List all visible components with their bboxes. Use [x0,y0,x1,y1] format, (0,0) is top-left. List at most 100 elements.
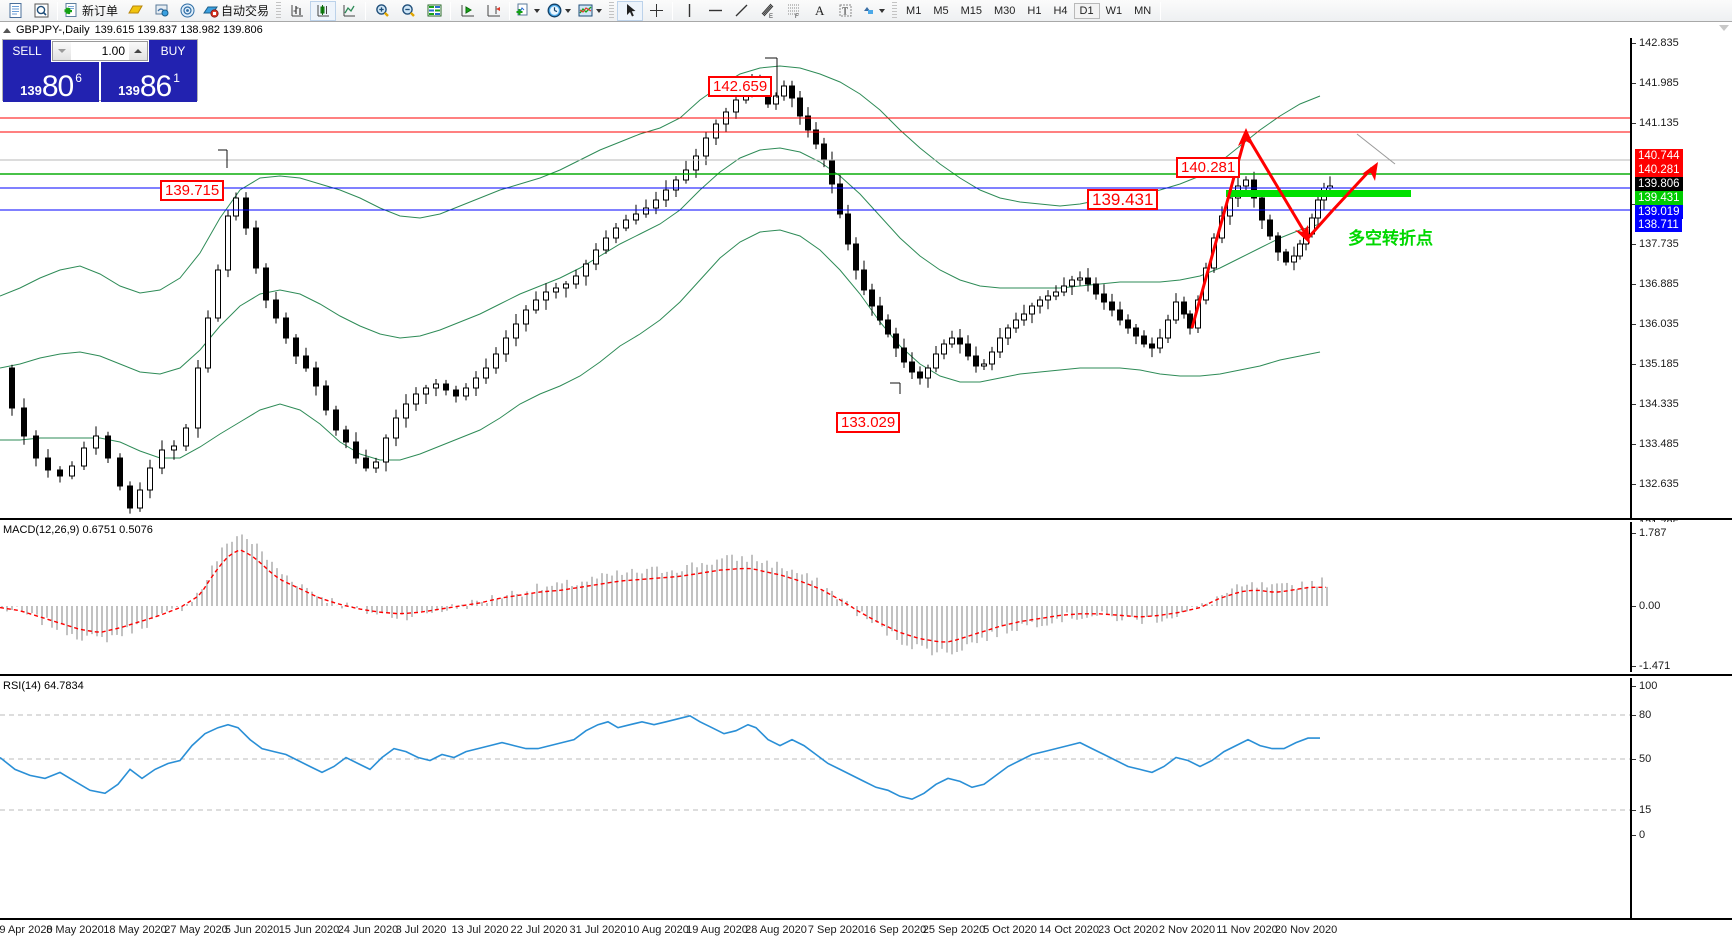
price-tag-139715[interactable]: 139.715 [160,180,225,201]
timeframe-w1[interactable]: W1 [1105,4,1123,17]
equidistant-channel-icon[interactable]: E [754,1,780,21]
rsi-pane[interactable]: RSI(14) 64.7834 100 80 50 15 0 [0,678,1732,918]
toolbar-separator-2 [365,1,367,20]
level-chip-140281[interactable]: 140.281 [1635,163,1683,177]
price-plot-area[interactable]: 142.659 139.715 133.029 140.281 139.431 … [0,38,1630,518]
timeframe-d1[interactable]: D1 [1073,2,1100,19]
line-chart-icon[interactable] [336,1,362,21]
fibonacci-icon[interactable]: F [780,1,806,21]
zoom-in-icon[interactable] [369,1,395,21]
document-icon[interactable] [2,1,28,21]
date-tick: 24 Jun 2020 [337,924,399,936]
autotrade-button[interactable]: 自动交易 [200,1,273,21]
text-icon[interactable]: A [806,1,832,21]
price-tag-133029[interactable]: 133.029 [836,412,901,433]
sell-price-cell[interactable]: 139 80 6 [3,62,99,102]
symbol-info-line: GBPJPY-,Daily 139.615 139.837 138.982 13… [0,23,1732,37]
timeframe-h1[interactable]: H1 [1027,4,1042,17]
volume-increase-button[interactable] [129,42,147,60]
rsi-plot-area[interactable] [0,678,1630,918]
price-tick: 137.735 [1632,238,1679,250]
toolbar-separator-4 [509,1,511,20]
buy-button[interactable]: BUY [149,40,197,62]
pane-divider-2[interactable] [0,674,1732,676]
data-window-icon[interactable] [421,1,447,21]
chart-scroll-indicator[interactable] [1718,22,1730,34]
timeframe-m1[interactable]: M1 [906,4,922,17]
symbol-ohlc: 139.615 139.837 138.982 139.806 [94,24,263,36]
toolbar-separator-6 [1160,1,1162,20]
zoom-out-icon[interactable] [395,1,421,21]
rsi-line [0,714,1320,801]
timeframe-m15[interactable]: M15 [960,4,982,17]
macd-plot-area[interactable] [0,522,1630,672]
rsi-tick: 0 [1632,829,1645,841]
date-axis[interactable]: 9 Apr 2020 8 May 2020 18 May 2020 27 May 20… [0,918,1732,943]
toolbar-grip[interactable] [276,1,282,20]
timeframe-mn[interactable]: MN [1134,4,1152,17]
svg-text:T: T [842,7,848,18]
chart-shift-icon[interactable] [454,1,480,21]
date-tick: 5 Oct 2020 [983,924,1037,936]
price-axis[interactable]: 142.835 141.985 141.135 138.585 137.735 … [1630,37,1732,610]
price-tag-140281[interactable]: 140.281 [1176,157,1241,178]
toolbar-separator-3 [450,1,452,20]
cursor-icon[interactable] [617,0,644,21]
period-icon[interactable] [544,1,575,21]
chinese-note-annotation[interactable]: 多空转折点 [1348,229,1433,248]
rsi-tick: 80 [1632,709,1651,721]
crosshair-icon[interactable] [643,1,669,21]
date-tick: 19 Aug 2020 [686,924,748,936]
collapse-triangle-icon[interactable] [3,27,11,33]
chevron-down-icon-4[interactable] [879,8,886,13]
indicators-icon[interactable] [575,1,606,21]
rsi-tick: 50 [1632,753,1651,765]
price-chart-pane[interactable]: 142.659 139.715 133.029 140.281 139.431 … [0,37,1732,610]
price-tag-139431[interactable]: 139.431 [1087,189,1159,210]
rsi-axis[interactable]: 100 80 50 15 0 [1630,678,1732,918]
new-order-button[interactable]: 新订单 [61,1,122,21]
new-chart-icon[interactable] [513,1,544,21]
shapes-icon[interactable] [858,1,889,21]
trendline-icon[interactable] [728,1,754,21]
macd-axis[interactable]: 1.787 0.00 -1.471 [1630,522,1732,672]
signal-icon[interactable] [174,1,200,21]
publish-icon[interactable] [148,1,174,21]
chevron-down-icon[interactable] [534,8,541,13]
level-chip-140744[interactable]: 140.744 [1635,149,1683,163]
red-arrow-heads [1238,128,1378,244]
toolbar-grip-3[interactable] [892,1,898,20]
chevron-down-icon-3[interactable] [596,8,603,13]
auto-scroll-icon[interactable] [480,1,506,21]
folder-icon[interactable] [122,1,148,21]
timeframe-h4[interactable]: H4 [1053,4,1068,17]
candlestick-chart-icon[interactable] [310,0,337,21]
pane-divider-1[interactable] [0,518,1732,520]
level-chip-139806[interactable]: 139.806 [1635,177,1683,191]
sell-price-sup: 6 [75,71,82,85]
text-label-icon[interactable]: T [832,1,858,21]
one-click-trading-panel[interactable]: SELL 1.00 BUY 139 80 6 139 86 1 [2,39,198,102]
level-chip-139431[interactable]: 139.431 [1635,191,1683,205]
volume-value[interactable]: 1.00 [101,44,125,58]
volume-stepper[interactable]: 1.00 [52,41,148,61]
date-tick: 14 Oct 2020 [1039,924,1099,936]
vline-icon[interactable] [676,1,702,21]
buy-price-cell[interactable]: 139 86 1 [101,62,197,102]
hline-icon[interactable] [702,1,728,21]
timeframe-m5[interactable]: M5 [933,4,949,17]
price-tag-142659[interactable]: 142.659 [708,76,773,97]
level-chip-138711[interactable]: 138.711 [1635,218,1682,232]
volume-decrease-button[interactable] [53,42,71,60]
octp-price-row: 139 80 6 139 86 1 [3,62,197,102]
level-chip-139019[interactable]: 139.019 [1635,205,1683,219]
toolbar-grip-2[interactable] [609,1,615,20]
timeframe-m30[interactable]: M30 [994,4,1016,17]
bar-chart-icon[interactable] [284,1,310,21]
chevron-down-icon-2[interactable] [565,8,572,13]
magnifier-window-icon[interactable] [28,1,54,21]
macd-histogram [1,534,1328,656]
macd-pane[interactable]: MACD(12,26,9) 0.6751 0.5076 1.787 0.00 -… [0,522,1732,672]
sell-button[interactable]: SELL [3,40,51,62]
date-tick: 27 May 2020 [164,924,228,936]
